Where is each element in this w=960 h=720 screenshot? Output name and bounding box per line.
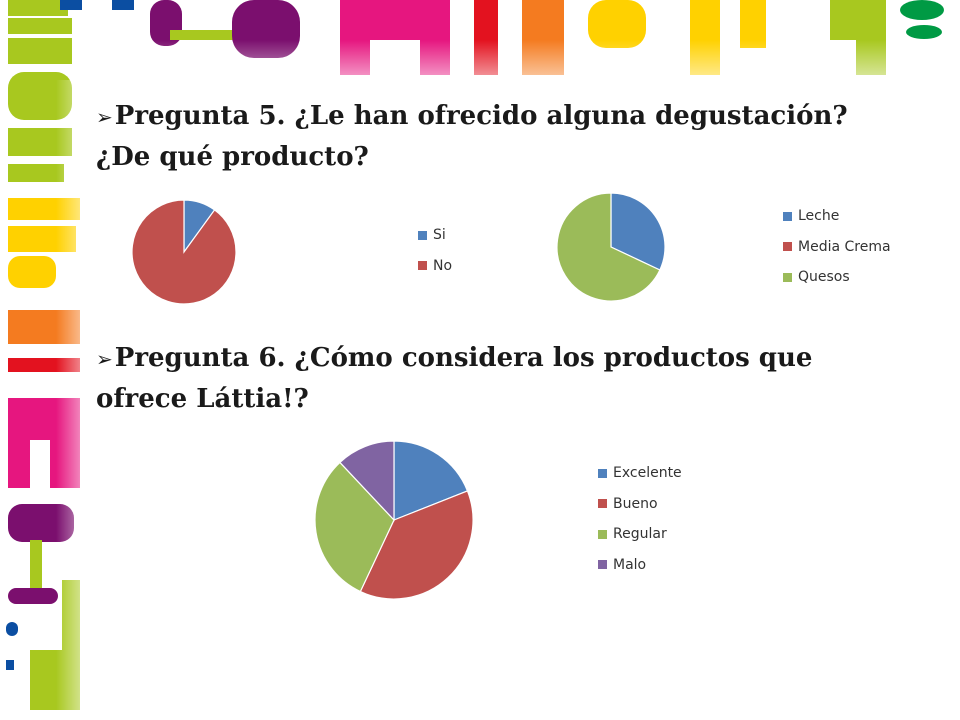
- legend-swatch: [418, 261, 427, 271]
- legend-item-no: No: [418, 251, 452, 282]
- decor-block: [6, 622, 18, 636]
- decor-block: [6, 660, 14, 670]
- pie-slice-no: [131, 199, 237, 305]
- arrow-bullet-icon: ➢: [96, 105, 113, 129]
- decor-block: [8, 0, 68, 16]
- legend-label: Quesos: [798, 269, 850, 286]
- decor-block: [8, 128, 72, 156]
- legend-item-quesos: Quesos: [783, 262, 891, 293]
- pie-slice-bueno: [359, 490, 474, 600]
- legend-item-regular: Regular: [598, 519, 682, 550]
- decor-block: [8, 256, 56, 288]
- decor-block: [340, 0, 450, 75]
- legend-item-malo: Malo: [598, 550, 682, 581]
- legend-label: Si: [433, 227, 446, 244]
- legend-swatch: [783, 242, 792, 252]
- decor-block: [740, 0, 766, 48]
- decor-block: [232, 0, 300, 58]
- decor-block: [170, 30, 240, 40]
- legend-opinion-productos: Excelente Bueno Regular Malo: [598, 458, 682, 580]
- decor-block: [906, 25, 942, 39]
- legend-label: Media Crema: [798, 238, 891, 255]
- pie-slice-malo: [339, 440, 395, 522]
- decor-block: [8, 588, 58, 604]
- decor-block: [8, 226, 76, 252]
- decor-block: [30, 540, 42, 600]
- decor-block: [8, 198, 80, 220]
- decor-block: [8, 38, 72, 64]
- pie-chart-producto: [556, 192, 666, 302]
- decor-block: [588, 0, 646, 48]
- question-5-text: Pregunta 5. ¿Le han ofrecido alguna degu…: [96, 101, 848, 172]
- decor-block: [112, 0, 134, 10]
- decor-block: [830, 0, 886, 75]
- legend-degustacion: Si No: [418, 220, 452, 281]
- legend-item-media-crema: Media Crema: [783, 232, 891, 263]
- legend-swatch: [598, 560, 607, 570]
- pie-slice-regular: [314, 461, 395, 593]
- question-6-heading: ➢Pregunta 6. ¿Cómo considera los product…: [96, 338, 856, 419]
- legend-item-leche: Leche: [783, 201, 891, 232]
- legend-swatch: [598, 499, 607, 509]
- decor-block: [900, 0, 944, 20]
- brand-letters-top: [8, 0, 944, 75]
- pie-slice-quesos: [556, 192, 661, 302]
- decor-block: [8, 310, 80, 344]
- brand-letters-left: [6, 18, 80, 710]
- decor-block: [8, 398, 80, 488]
- legend-item-bueno: Bueno: [598, 489, 682, 520]
- decor-block: [8, 358, 80, 372]
- legend-label: Excelente: [613, 465, 682, 482]
- decor-block: [30, 650, 70, 710]
- legend-swatch: [783, 211, 792, 221]
- decor-block: [8, 72, 72, 120]
- legend-producto: Leche Media Crema Quesos: [783, 201, 891, 293]
- pie-chart-opinion-productos: [314, 440, 474, 600]
- legend-swatch: [418, 230, 427, 240]
- decor-block: [522, 0, 564, 75]
- decor-block: [60, 0, 82, 10]
- pie-chart-degustacion: [131, 199, 237, 305]
- legend-swatch: [783, 272, 792, 282]
- legend-label: Malo: [613, 556, 647, 573]
- legend-label: No: [433, 257, 453, 274]
- decor-block: [690, 0, 720, 75]
- legend-label: Leche: [798, 208, 840, 225]
- arrow-bullet-icon: ➢: [96, 347, 113, 371]
- legend-swatch: [598, 468, 607, 478]
- pie-slice-leche: [610, 192, 666, 271]
- decor-block: [8, 18, 72, 34]
- question-5-heading: ➢Pregunta 5. ¿Le han ofrecido alguna deg…: [96, 96, 856, 177]
- question-6-text: Pregunta 6. ¿Cómo considera los producto…: [96, 343, 813, 414]
- legend-label: Regular: [613, 526, 667, 543]
- legend-item-si: Si: [418, 220, 452, 251]
- decor-block: [474, 0, 498, 75]
- legend-swatch: [598, 529, 607, 539]
- decor-block: [8, 164, 64, 182]
- legend-item-excelente: Excelente: [598, 458, 682, 489]
- legend-label: Bueno: [613, 495, 658, 512]
- decor-block: [8, 504, 74, 542]
- pie-slice-excelente: [393, 440, 469, 521]
